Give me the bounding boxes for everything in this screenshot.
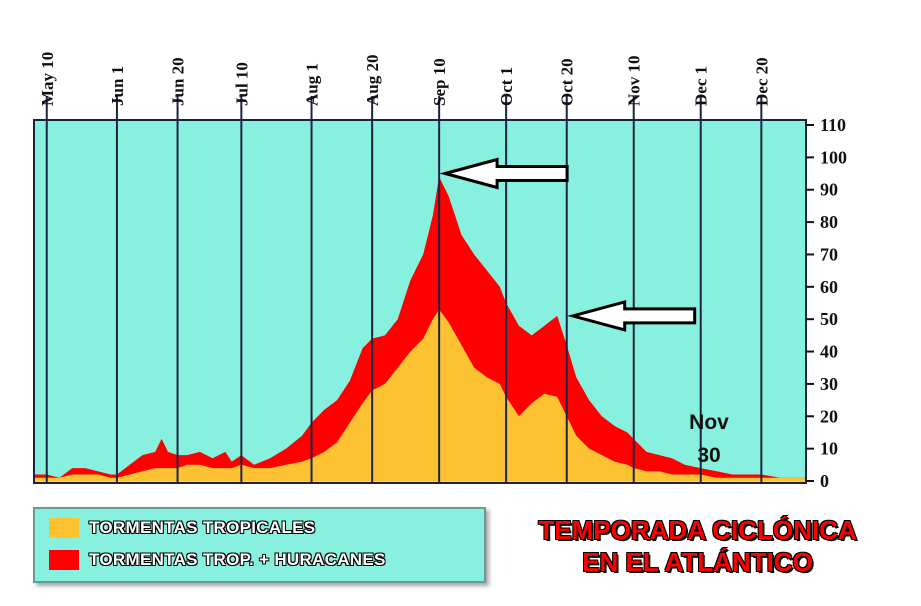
- arrow-annotation-1: [439, 157, 569, 190]
- annotation-30: 30: [697, 444, 720, 467]
- y-tick-label-90: 90: [820, 180, 838, 200]
- x-axis-ticks: May 10 Jun 1 Jun 20 Jul 10 Aug 1 Aug 20 Sep 10…: [38, 52, 772, 106]
- x-tick-label-oct-1: Oct 1: [497, 67, 516, 106]
- legend-swatch-tropical-storms: [49, 518, 79, 538]
- y-tick-label-80: 80: [820, 212, 838, 232]
- area-layer: [34, 176, 806, 482]
- x-tick-label-sep-10: Sep 10: [430, 58, 449, 106]
- chart-title: TEMPORADA CICLÓNICA EN EL ATLÁNTICO: [500, 514, 895, 578]
- x-tick-label-oct-20: Oct 20: [558, 58, 577, 106]
- y-tick-label-10: 10: [820, 439, 838, 459]
- x-tick-label-dec-20: Dec 20: [752, 57, 771, 106]
- y-axis-ticks: 0 10 20 30 40 50 60 70 80 90 100 110: [806, 115, 847, 491]
- x-tick-label-jun-1: Jun 1: [108, 66, 127, 106]
- legend-label-tropical-storms: TORMENTAS TROPICALES: [89, 518, 316, 537]
- y-tick-label-0: 0: [820, 471, 829, 491]
- y-tick-label-60: 60: [820, 277, 838, 297]
- legend-swatch-storms-plus-hurricanes: [49, 550, 79, 570]
- y-tick-label-20: 20: [820, 406, 838, 426]
- y-tick-label-110: 110: [820, 115, 846, 135]
- arrow-annotations: [439, 157, 697, 332]
- y-tick-label-50: 50: [820, 309, 838, 329]
- legend: TORMENTAS TROPICALES TORMENTAS TROP. + H…: [33, 507, 486, 583]
- y-tick-label-70: 70: [820, 244, 838, 264]
- x-tick-label-jul-10: Jul 10: [232, 62, 251, 106]
- legend-label-storms-plus-hurricanes: TORMENTAS TROP. + HURACANES: [89, 550, 386, 569]
- y-tick-label-30: 30: [820, 374, 838, 394]
- x-tick-label-dec-1: Dec 1: [692, 66, 711, 106]
- vertical-gridlines: [45, 96, 763, 483]
- chart-title-line-1: TEMPORADA CICLÓNICA: [538, 515, 857, 545]
- x-tick-label-nov-10: Nov 10: [625, 55, 644, 106]
- chart-title-line-2: EN EL ATLÁNTICO: [582, 547, 813, 577]
- arrow-annotation-2: [566, 299, 697, 332]
- legend-item-tropical-storms: TORMENTAS TROPICALES: [49, 515, 315, 541]
- y-tick-label-100: 100: [820, 147, 847, 167]
- legend-item-storms-plus-hurricanes: TORMENTAS TROP. + HURACANES: [49, 547, 386, 573]
- annotation-nov: Nov: [689, 411, 729, 434]
- x-tick-label-aug-1: Aug 1: [303, 63, 322, 106]
- x-tick-label-jun-20: Jun 20: [169, 57, 188, 106]
- area-series-storms-plus-hurricanes: [34, 176, 806, 482]
- area-series-tropical-storms: [34, 309, 806, 481]
- y-tick-label-40: 40: [820, 342, 838, 362]
- plot-frame: [33, 119, 807, 484]
- x-tick-label-may-10: May 10: [38, 52, 57, 106]
- x-tick-label-aug-20: Aug 20: [363, 55, 382, 106]
